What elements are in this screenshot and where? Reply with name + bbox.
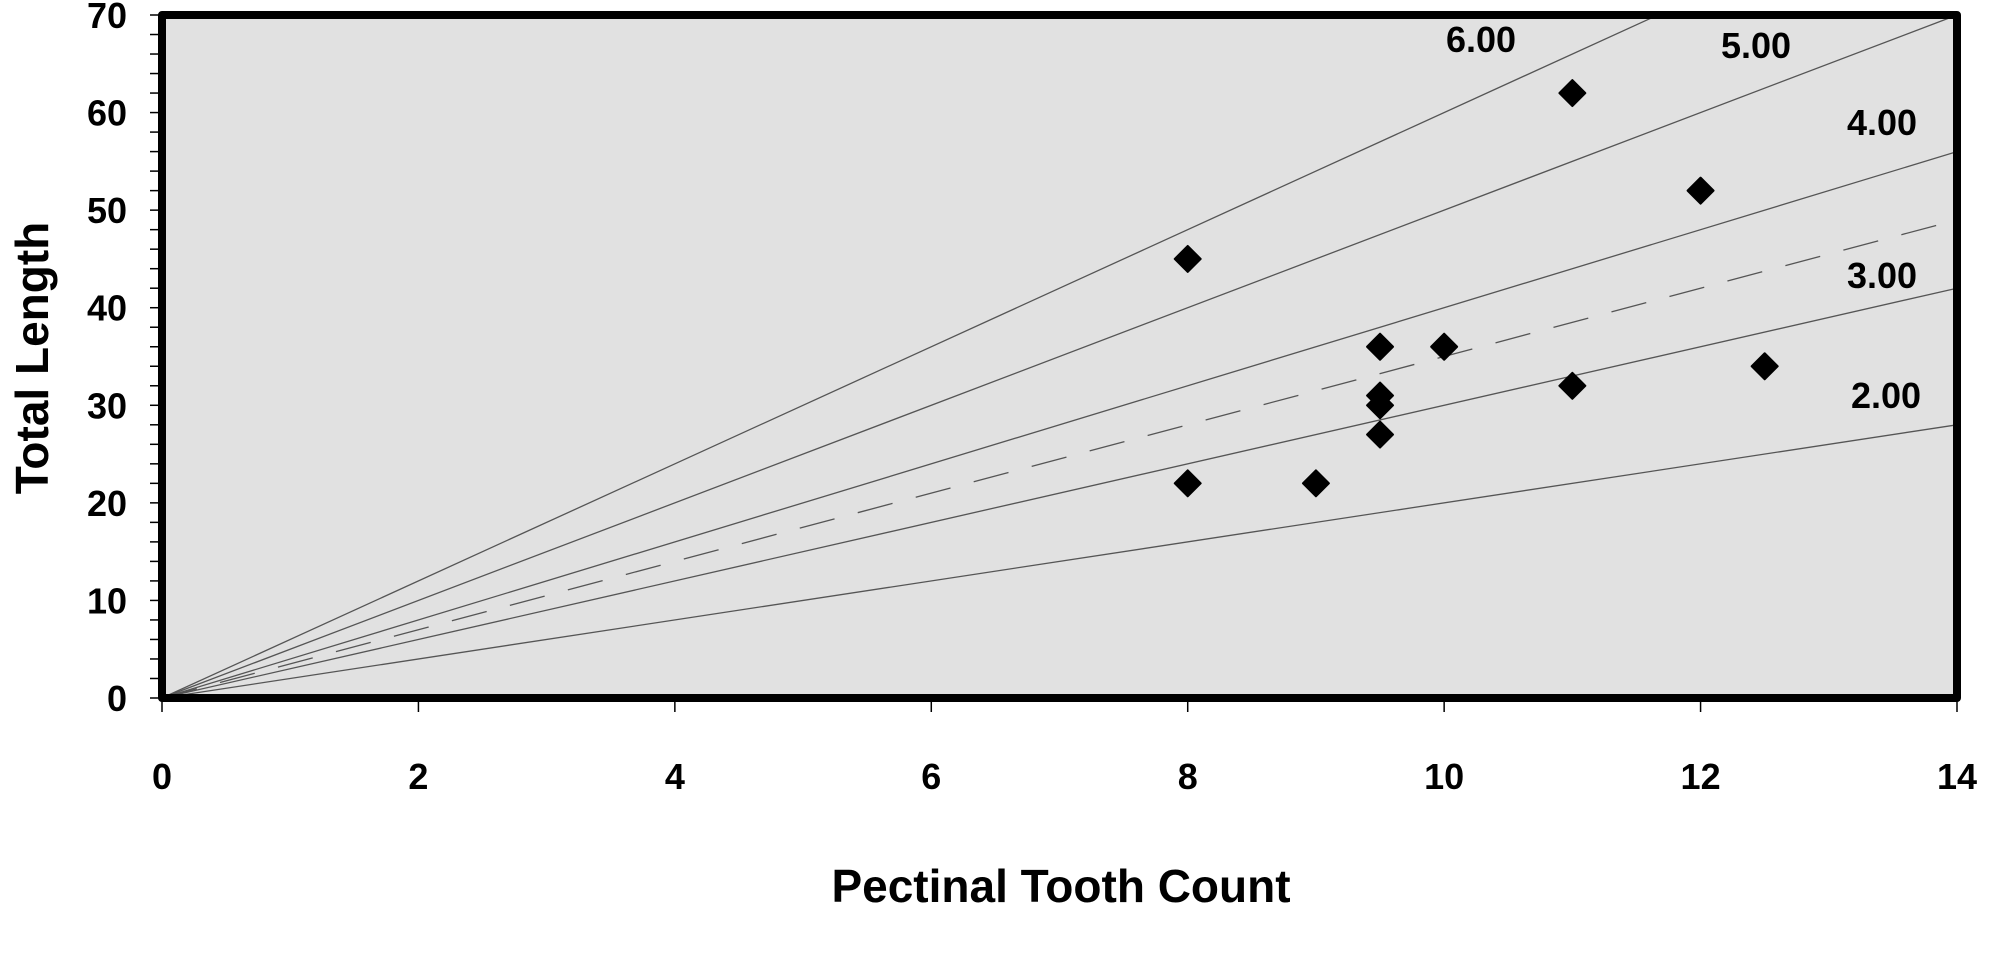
diamond-marker <box>1173 469 1202 498</box>
diamond-marker <box>1558 79 1587 108</box>
x-tick-label: 12 <box>1681 756 1721 797</box>
ratio-line-4.00 <box>162 150 1957 698</box>
y-tick-label: 50 <box>87 190 127 231</box>
x-tick-label: 2 <box>408 756 428 797</box>
ratio-line-label: 6.00 <box>1446 19 1516 60</box>
x-tick-label: 10 <box>1424 756 1464 797</box>
diamond-marker <box>1301 469 1330 498</box>
ratio-line-label: 5.00 <box>1721 25 1791 66</box>
diamond-marker <box>1173 244 1202 273</box>
y-tick-label: 20 <box>87 483 127 524</box>
diamond-marker <box>1366 332 1395 361</box>
diamond-marker <box>1366 420 1395 449</box>
ratio-line-label: 3.00 <box>1847 255 1917 296</box>
x-tick-label: 6 <box>921 756 941 797</box>
diamond-marker <box>1750 352 1779 381</box>
diamond-marker <box>1366 391 1395 420</box>
ratio-line-label: 4.00 <box>1847 102 1917 143</box>
x-axis: 0 2 4 6 8 10 12 14 <box>152 698 1977 797</box>
x-tick-label: 0 <box>152 756 172 797</box>
plot-frame <box>158 11 1961 702</box>
y-axis-title: Total Length <box>6 222 58 495</box>
reference-line-labels: 6.00 5.00 4.00 3.00 2.00 <box>1446 19 1921 416</box>
x-tick-label: 14 <box>1937 756 1977 797</box>
ratio-line-5.00 <box>162 15 1957 698</box>
y-tick-label: 30 <box>87 385 127 426</box>
x-tick-label: 8 <box>1178 756 1198 797</box>
y-axis: 0 10 20 30 40 50 60 70 <box>87 0 162 719</box>
x-tick-label: 4 <box>665 756 685 797</box>
y-tick-label: 0 <box>107 678 127 719</box>
ratio-line-mean <box>162 219 1957 698</box>
ratio-line-3.00 <box>162 287 1957 698</box>
diamond-marker <box>1686 176 1715 205</box>
y-tick-label: 60 <box>87 93 127 134</box>
data-points <box>1173 79 1779 498</box>
y-tick-label: 70 <box>87 0 127 36</box>
diamond-marker <box>1430 332 1459 361</box>
y-tick-label: 40 <box>87 288 127 329</box>
ratio-line-label: 2.00 <box>1851 375 1921 416</box>
y-tick-label: 10 <box>87 580 127 621</box>
x-axis-title: Pectinal Tooth Count <box>831 860 1290 912</box>
ratio-line-2.00 <box>162 424 1957 698</box>
diamond-marker <box>1558 371 1587 400</box>
